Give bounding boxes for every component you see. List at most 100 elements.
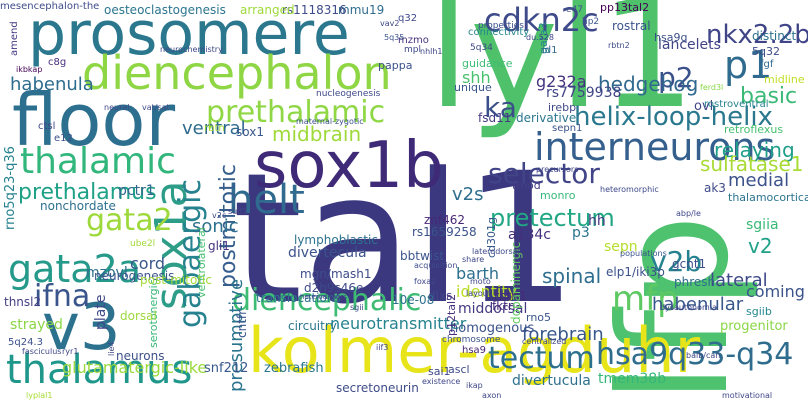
word-nhlh1: nhlh1 [420,47,443,56]
word-rbtn2: rbtn2 [608,41,630,50]
word-connectivity: connectivity [468,27,530,38]
word-habenula: habenula [10,74,94,95]
word-tmem38b: tmem38b [598,371,667,387]
word-vat-sat: vat/sat [142,103,170,112]
word-basic: basic [740,84,798,109]
word-vav2: vav2 [380,19,400,28]
word-fsd11: fsd11 [478,111,512,125]
word-lie4: lie4 [107,341,116,356]
word-oesteoclastogenesis: oesteoclastogenesis [104,3,226,17]
word-q32: q32 [398,13,418,24]
word-cord: cord [130,254,166,273]
word-rs7759938: rs7759938 [546,85,622,101]
word-ventrolateral: ventrolateral [195,227,208,298]
word-sulfatase1: sulfatase1 [700,152,804,176]
word-ube2l: ube2l [130,239,156,249]
word-diencephalic: diencephalic [232,283,422,318]
word-helt: helt [228,177,305,223]
word-rs1659258: rs1659258 [412,225,477,239]
word-mzmo: mzmo [398,35,429,46]
word-circuitry: circuitry [288,319,337,333]
word-identity: identity [456,282,518,301]
word-rostroventral: rostroventral [704,99,769,110]
word-cdkn2c: cdkn2c [484,1,599,39]
word-hsa9: hsa9 [462,345,487,356]
word-v2b: v2b [650,245,703,278]
word-heterodimers: heterodimers [300,293,347,301]
word-snf212: snf212 [204,361,249,376]
word-shh: shh [462,68,491,87]
word-forebrain: forebrain [522,324,604,345]
word-ascl: ascl [448,363,470,376]
word-hsa9q: hsa9q [654,31,688,44]
word-strayed: strayed [10,317,63,333]
word-ventral: ventral [182,118,246,139]
word-tectum: tectum [488,341,595,376]
word-nonchordate: nonchordate [40,199,116,213]
word-amend: amend [9,21,20,56]
word-sulf1: sulf1 [228,207,248,216]
word-cntfr: cntfr [235,309,249,338]
word-mmu19: mmu19 [338,3,385,17]
word-e47: e47 [566,5,583,15]
word-5q32: 5q32 [752,45,780,58]
word-moto: moto [470,277,491,286]
word-habenular: habenular [652,294,744,315]
word-ryr1: ryr1 [62,347,79,356]
word-divertucula: divertucula [512,373,591,389]
word-monro: monro [540,189,576,202]
word-sepn: sepn [604,239,638,255]
word-nkx2.2b: nkx2.2b [706,20,808,50]
word-v2: v2 [748,234,773,258]
word-chromosome: chromosome [442,335,501,345]
word-foxa2: foxa2 [414,277,437,286]
word-coming: coming [746,282,805,301]
word-axon: axon [482,391,502,400]
word-populations: populations [620,249,667,258]
word-derivative: derivative [516,111,577,125]
word-heteromorphic: heteromorphic [600,185,659,194]
word-interneurons: interneurons [534,125,776,169]
word-middorsal: middorsal [458,301,528,317]
word-laterodorsal: laterodorsal [472,247,520,256]
word-mpl: mpl [404,45,421,55]
word-acquisition: acquisition [414,261,458,270]
word-irebp: irebp [548,101,577,114]
word-hh: hh [588,213,606,229]
word-ikap: ikap [466,381,483,390]
word-pp13tal2: pp13tal2 [600,1,650,14]
word-bbtwist: bbtwist [400,249,445,263]
word-neurogenesis: neurogenesis [94,269,175,283]
word-sgiib: sgiib [746,305,772,318]
word-hsa9q33-q34: hsa9q33-q34 [596,337,794,372]
word-lymphoblastic: lymphoblastic [294,233,378,247]
word-spinal: spinal [542,264,602,288]
word-fasciculus: fasciculus [22,347,62,356]
word-ctsl: ctsl [38,121,56,132]
word-secretoneurin: secretoneurin [336,381,419,395]
word-nucleogenesis: nucleogenesis [316,89,381,99]
word-ikbkap: ikbkap [16,65,43,74]
word-id1: id1 [542,45,558,56]
word-unique: unique [454,81,492,94]
word-fgf: fgf [760,59,774,70]
word-existence: existence [422,377,461,386]
word-dorsal: dorsal [120,309,157,323]
word-homogenous: homogenous [450,321,535,336]
word-pctr1: pctr1 [118,183,155,199]
word-glutamatergic-like: glutamatergic-like [62,358,208,377]
word-dlxs: dlxs [428,289,453,303]
word-progenitor: progenitor [720,319,788,334]
word-lancelets: lancelets [658,37,721,53]
word-floor: floor [12,78,176,162]
word-retroflexus: retroflexus [724,123,784,136]
word-gata2a: gata2a [8,247,142,291]
word-sox1: sox1 [236,125,264,139]
word-precursors: precursors [536,165,579,174]
word-v3: v3 [42,291,121,365]
word-hp2: hp2 [582,17,600,27]
word-medial: medial [728,170,790,191]
word-tal1: tal1 [232,135,578,344]
word-rno5: rno5 [526,311,552,324]
word-v2s: v2s [452,184,484,205]
